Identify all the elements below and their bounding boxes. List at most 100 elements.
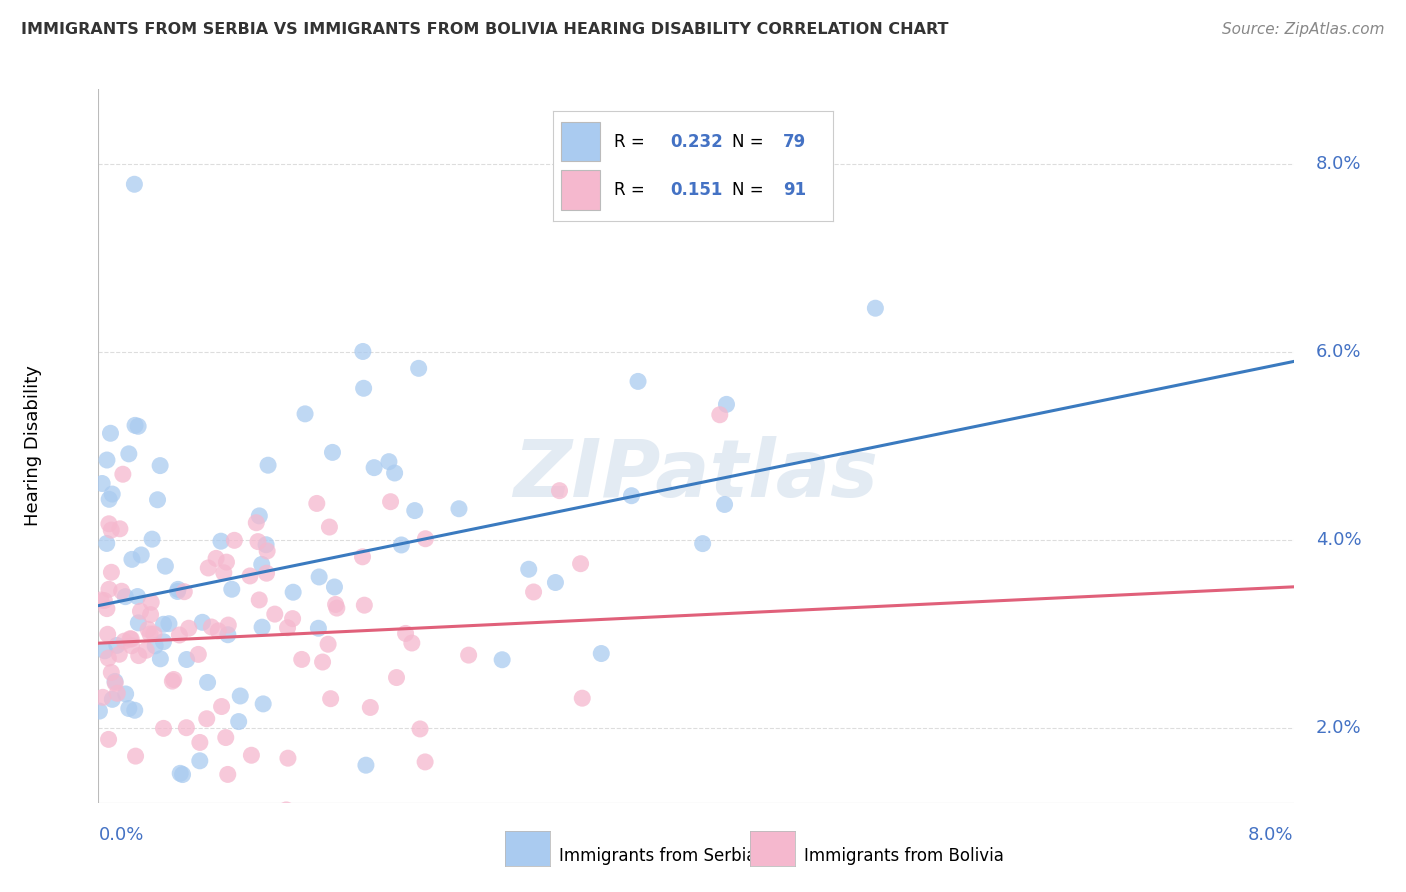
Point (247, 593, 270, 607)
Point (197, 561, 219, 575)
Point (409, 722, 432, 736)
Point (111, 467, 134, 482)
Point (250, 620, 273, 634)
Point (352, 344, 374, 359)
Point (139, 607, 162, 622)
Text: Immigrants from Bolivia: Immigrants from Bolivia (804, 847, 1004, 865)
Point (277, 751, 299, 765)
Point (215, 555, 238, 569)
Point (316, 637, 339, 651)
Point (188, 735, 211, 749)
Point (124, 178, 146, 192)
Point (112, 634, 135, 648)
Text: Immigrants from Serbia: Immigrants from Serbia (558, 847, 756, 865)
Point (326, 601, 349, 615)
Point (118, 701, 141, 715)
Text: 8.0%: 8.0% (1316, 155, 1361, 173)
Point (713, 498, 735, 512)
Point (569, 557, 592, 571)
Point (100, 426, 122, 441)
Point (221, 582, 243, 597)
Point (215, 731, 238, 745)
Point (152, 722, 174, 736)
Point (176, 721, 198, 735)
Point (163, 673, 186, 687)
Point (548, 483, 571, 498)
Point (229, 689, 252, 703)
Point (114, 590, 136, 604)
Point (415, 532, 437, 546)
Point (169, 766, 191, 780)
Point (121, 552, 143, 566)
Text: 0.0%: 0.0% (98, 826, 143, 844)
Point (517, 562, 540, 576)
Point (591, 647, 613, 661)
Point (308, 570, 330, 584)
Point (124, 418, 146, 433)
Point (120, 632, 142, 646)
Point (108, 647, 131, 661)
Point (155, 559, 177, 574)
Point (104, 676, 127, 690)
Point (307, 621, 329, 635)
Text: 8.0%: 8.0% (1249, 826, 1294, 844)
Point (692, 536, 714, 550)
Point (191, 615, 214, 630)
Point (136, 623, 159, 637)
Point (311, 655, 333, 669)
Point (404, 503, 426, 517)
Point (177, 621, 200, 635)
Point (101, 487, 124, 501)
Point (217, 767, 239, 781)
Point (197, 675, 219, 690)
Point (169, 628, 191, 642)
Point (247, 508, 270, 523)
Point (408, 361, 430, 376)
Point (96, 601, 118, 615)
Point (319, 691, 342, 706)
Point (209, 534, 232, 549)
Point (709, 408, 731, 422)
Point (105, 686, 128, 700)
Point (384, 466, 406, 480)
Point (141, 595, 163, 609)
Point (325, 598, 347, 612)
Point (149, 458, 172, 473)
Point (228, 714, 250, 729)
Point (89, 704, 111, 718)
Point (263, 607, 285, 621)
Point (97, 627, 120, 641)
Point (93, 644, 115, 658)
Point (157, 616, 180, 631)
Point (385, 671, 408, 685)
Point (522, 585, 544, 599)
Point (97, 732, 120, 747)
Point (127, 590, 149, 604)
Text: Hearing Disability: Hearing Disability (24, 366, 42, 526)
Point (96, 453, 118, 467)
Point (135, 643, 157, 657)
Point (207, 624, 229, 638)
Text: IMMIGRANTS FROM SERBIA VS IMMIGRANTS FROM BOLIVIA HEARING DISABILITY CORRELATION: IMMIGRANTS FROM SERBIA VS IMMIGRANTS FRO… (21, 22, 949, 37)
Point (276, 803, 298, 817)
Point (224, 533, 246, 548)
Point (294, 407, 316, 421)
Point (100, 523, 122, 537)
Point (100, 665, 122, 680)
Point (318, 520, 340, 534)
Point (865, 301, 887, 316)
Point (91, 690, 114, 705)
Point (166, 584, 188, 599)
Point (167, 582, 190, 597)
Point (211, 699, 233, 714)
Point (200, 620, 222, 634)
Point (401, 636, 423, 650)
Point (120, 632, 142, 646)
Point (627, 375, 650, 389)
Point (118, 447, 141, 461)
Point (305, 496, 328, 510)
Point (353, 381, 375, 395)
Point (108, 522, 131, 536)
Text: Source: ZipAtlas.com: Source: ZipAtlas.com (1222, 22, 1385, 37)
Text: 4.0%: 4.0% (1316, 531, 1361, 549)
